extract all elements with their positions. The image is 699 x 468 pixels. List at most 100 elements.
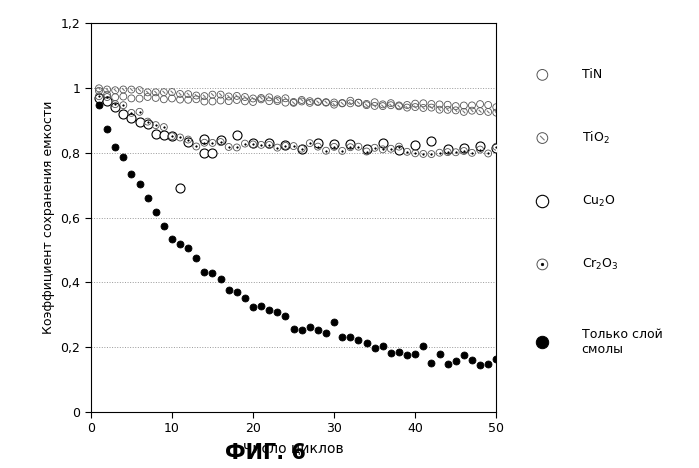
Point bbox=[418, 342, 429, 350]
Point bbox=[537, 134, 548, 142]
Point bbox=[175, 96, 186, 103]
Point bbox=[296, 96, 308, 104]
Point bbox=[231, 144, 243, 151]
Point bbox=[304, 97, 315, 105]
Point bbox=[134, 108, 145, 116]
Point bbox=[491, 143, 502, 150]
Point bbox=[158, 88, 169, 96]
Point bbox=[247, 141, 259, 148]
Point bbox=[304, 99, 315, 107]
Point bbox=[320, 99, 331, 106]
Point bbox=[142, 118, 153, 125]
Point bbox=[361, 145, 372, 153]
Point bbox=[126, 170, 137, 178]
Point bbox=[142, 88, 153, 96]
Point bbox=[466, 107, 477, 114]
Point bbox=[401, 101, 412, 109]
Point bbox=[304, 139, 315, 147]
Point bbox=[418, 150, 429, 158]
Point bbox=[175, 96, 186, 103]
Point bbox=[329, 319, 340, 326]
Point bbox=[134, 95, 145, 102]
Point bbox=[199, 98, 210, 105]
Point bbox=[117, 93, 129, 100]
Point bbox=[280, 99, 291, 106]
Point bbox=[182, 96, 194, 103]
Point bbox=[401, 351, 412, 358]
Point bbox=[110, 143, 121, 151]
Point bbox=[361, 102, 372, 109]
Point bbox=[134, 87, 145, 94]
Point bbox=[117, 102, 129, 109]
Point bbox=[182, 136, 194, 143]
Point bbox=[394, 143, 405, 150]
Point bbox=[369, 102, 380, 110]
Point bbox=[329, 101, 340, 109]
Point bbox=[482, 108, 493, 116]
Point bbox=[182, 244, 194, 251]
Text: TiN: TiN bbox=[582, 68, 602, 81]
Point bbox=[345, 144, 356, 151]
Point bbox=[385, 102, 396, 109]
Point bbox=[337, 99, 348, 107]
Point bbox=[482, 108, 493, 116]
Point bbox=[182, 90, 194, 98]
Point bbox=[223, 143, 234, 151]
Point bbox=[418, 150, 429, 158]
Point bbox=[410, 100, 421, 107]
Point bbox=[418, 104, 429, 112]
Point bbox=[320, 98, 331, 106]
Point bbox=[482, 150, 493, 157]
Point bbox=[207, 139, 218, 146]
Point bbox=[537, 261, 548, 268]
Point bbox=[247, 141, 259, 148]
Point bbox=[223, 93, 234, 100]
Point bbox=[475, 100, 486, 108]
Point bbox=[256, 94, 267, 102]
Point bbox=[150, 131, 161, 138]
Point bbox=[264, 141, 275, 149]
Point bbox=[385, 145, 396, 153]
Point bbox=[280, 95, 291, 102]
Point bbox=[175, 90, 186, 98]
Point bbox=[207, 91, 218, 98]
Point bbox=[264, 139, 275, 147]
Point bbox=[280, 142, 291, 150]
Point bbox=[110, 94, 121, 101]
Point bbox=[166, 132, 178, 140]
Point bbox=[312, 98, 324, 106]
Point bbox=[377, 146, 389, 153]
Point bbox=[377, 146, 389, 153]
Point bbox=[337, 100, 348, 107]
Point bbox=[466, 102, 477, 109]
Point bbox=[272, 308, 283, 315]
Point bbox=[101, 86, 113, 93]
Point bbox=[126, 109, 137, 117]
Point bbox=[466, 102, 477, 109]
Point bbox=[166, 88, 178, 96]
Point bbox=[182, 136, 194, 143]
Point bbox=[264, 97, 275, 105]
Point bbox=[150, 88, 161, 96]
Point bbox=[207, 139, 218, 146]
Point bbox=[166, 95, 178, 102]
Point bbox=[94, 87, 105, 95]
Point bbox=[369, 98, 380, 106]
Point bbox=[401, 104, 412, 111]
Point bbox=[272, 95, 283, 103]
Point bbox=[369, 102, 380, 110]
Point bbox=[442, 145, 453, 153]
Point bbox=[191, 143, 202, 150]
Point bbox=[442, 101, 453, 109]
Point bbox=[256, 95, 267, 103]
Point bbox=[94, 85, 105, 92]
Point bbox=[394, 102, 405, 110]
Point bbox=[434, 101, 445, 108]
Point bbox=[110, 87, 121, 94]
Point bbox=[256, 141, 267, 149]
Point bbox=[296, 145, 308, 153]
Point bbox=[142, 120, 153, 128]
Point bbox=[329, 101, 340, 109]
Point bbox=[377, 101, 389, 108]
Point bbox=[256, 95, 267, 103]
